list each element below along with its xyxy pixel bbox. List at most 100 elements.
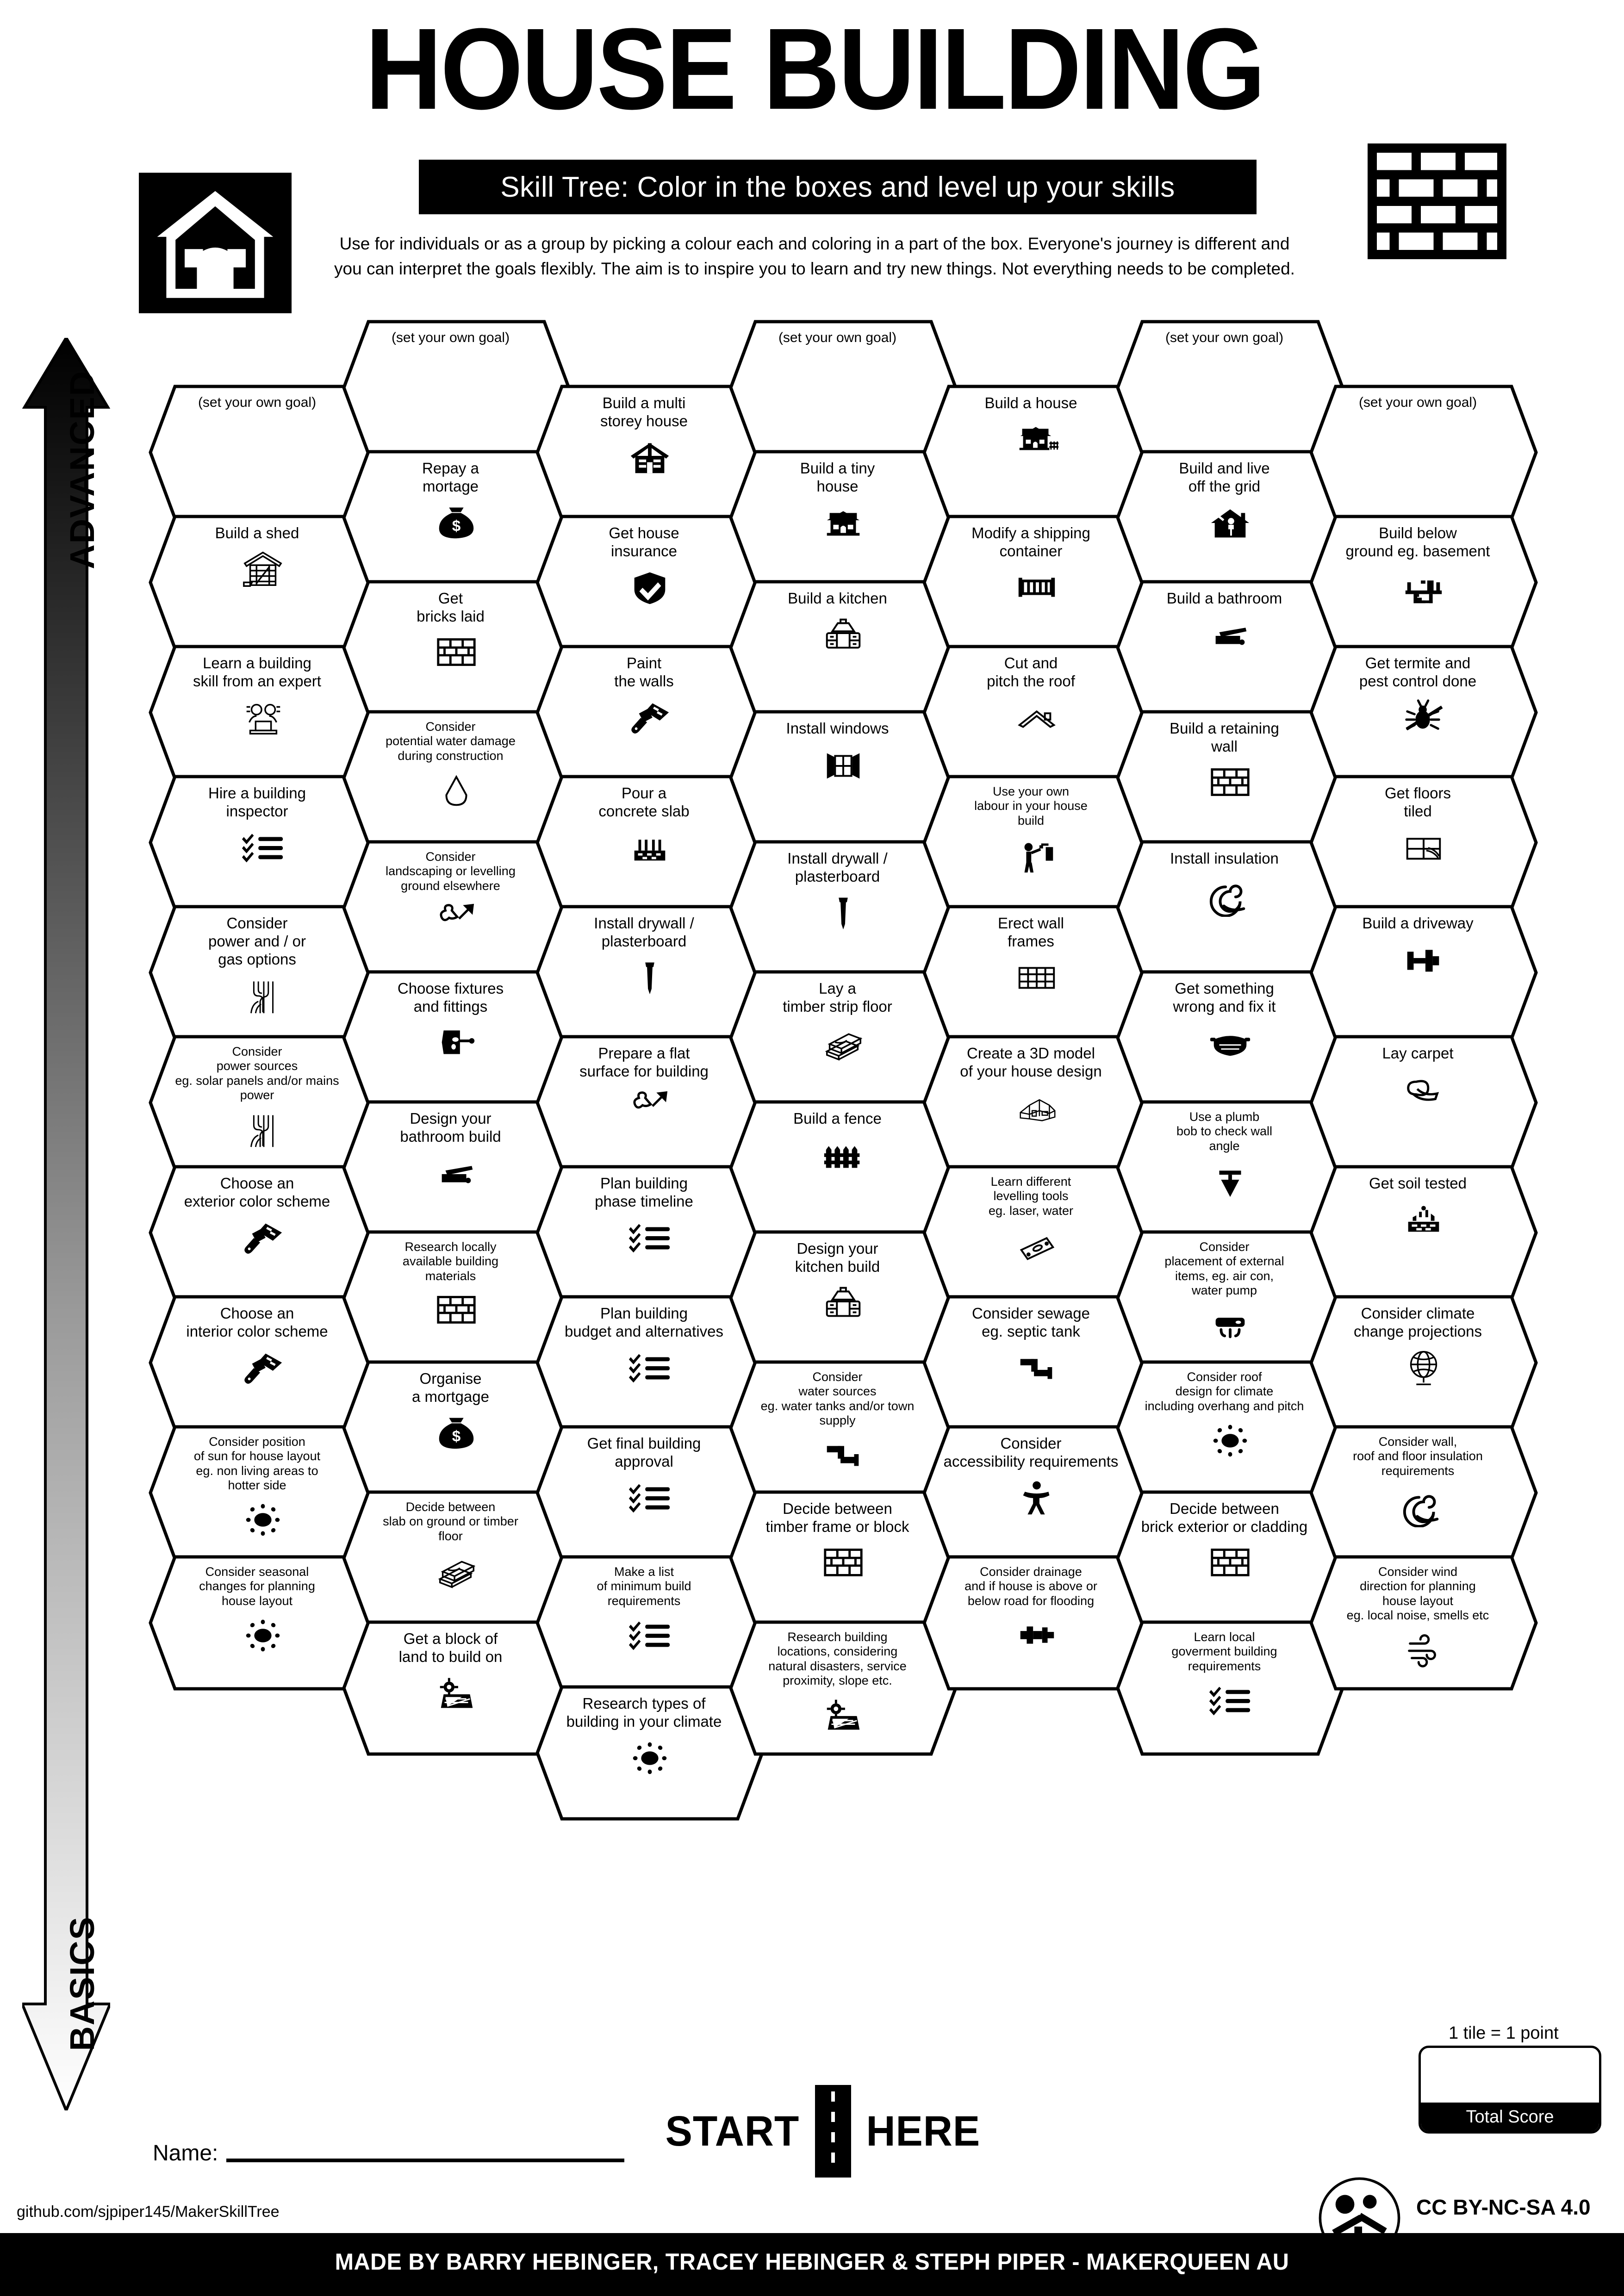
footer-bar — [0, 2233, 1624, 2296]
skill-hex-c5-r0[interactable]: (set your own goal) — [1115, 319, 1345, 456]
kitchen-icon — [818, 611, 868, 657]
checklist-icon — [625, 1612, 675, 1657]
skill-hex-c0-r7[interactable]: Choose an interior color scheme — [148, 1294, 378, 1431]
skill-hex-c5-r7[interactable]: Consider placement of external items, eg. … — [1115, 1230, 1345, 1366]
skill-label: Consider climate change projections — [1353, 1305, 1482, 1340]
skill-label: Install insulation — [1170, 850, 1279, 867]
skill-hex-c5-r4[interactable]: Install insulation — [1115, 840, 1345, 976]
skill-hex-c3-r0[interactable]: (set your own goal) — [728, 319, 958, 456]
skill-label: (set your own goal) — [778, 330, 897, 345]
skill-hex-c6-r2[interactable]: Get termite and pest control done — [1309, 644, 1538, 781]
skill-hex-c6-r1[interactable]: Build below ground eg. basement — [1309, 514, 1538, 651]
skill-hex-c6-r5[interactable]: Lay carpet — [1309, 1034, 1538, 1171]
tap-icon — [1205, 611, 1255, 657]
hex-outline — [1309, 1555, 1538, 1691]
shield-check-icon — [625, 564, 675, 610]
skill-label: Get termite and pest control done — [1359, 654, 1477, 690]
skill-hex-c1-r2[interactable]: Get bricks laid — [342, 579, 571, 716]
skill-hex-c2-r7[interactable]: Plan building budget and alternatives — [535, 1294, 765, 1431]
skill-label: Build and live off the grid — [1179, 460, 1270, 495]
skill-hex-c5-r2[interactable]: Build a bathroom — [1115, 579, 1345, 716]
total-score-label: Total Score — [1466, 2107, 1554, 2127]
skill-label: Erect wall frames — [997, 915, 1064, 950]
skill-label: Cut and pitch the roof — [987, 654, 1075, 690]
skill-hex-c0-r5[interactable]: Consider power sources eg. solar panels an… — [148, 1034, 378, 1171]
skill-label: Install windows — [786, 720, 889, 737]
skill-hex-c6-r7[interactable]: Consider climate change projections — [1309, 1294, 1538, 1431]
skill-hex-c5-r5[interactable]: Get something wrong and fix it — [1115, 970, 1345, 1106]
skill-label: Build a retaining wall — [1170, 720, 1279, 755]
brick-wall-icon — [818, 1540, 868, 1585]
skill-label: (set your own goal) — [1358, 395, 1477, 410]
skill-label: Build a multi storey house — [600, 394, 688, 429]
wires-icon — [238, 972, 288, 1018]
wind-icon — [1399, 1626, 1449, 1672]
skill-label: Install drywall / plasterboard — [594, 915, 694, 950]
skill-label: Learn a building skill from an expert — [193, 654, 321, 690]
checklist-icon — [1205, 1677, 1255, 1723]
paint-brush-icon — [238, 1214, 288, 1260]
house-3d-icon — [1012, 1084, 1062, 1130]
skill-hex-c3-r5[interactable]: Lay a timber strip floor — [728, 970, 958, 1106]
tiny-house-icon — [818, 499, 868, 545]
skill-hex-c3-r10[interactable]: Research building locations, considering n… — [728, 1620, 958, 1756]
skill-hex-c6-r9[interactable]: Consider wind direction for planning house… — [1309, 1555, 1538, 1691]
skill-hex-c6-r6[interactable]: Get soil tested — [1309, 1164, 1538, 1301]
skill-hex-c3-r8[interactable]: Consider water sources eg. water tanks and… — [728, 1360, 958, 1496]
paint-brush-icon — [238, 1344, 288, 1390]
skill-hex-c3-r7[interactable]: Design your kitchen build — [728, 1230, 958, 1366]
skill-hex-c0-r4[interactable]: Consider power and / or gas options — [148, 904, 378, 1041]
skill-hex-c3-r1[interactable]: Build a tiny house — [728, 449, 958, 586]
skill-hex-c2-r9[interactable]: Make a list of minimum build requirements — [535, 1555, 765, 1691]
skill-label: Build a kitchen — [788, 590, 887, 607]
skill-hex-c5-r10[interactable]: Learn local goverment building requirement… — [1115, 1620, 1345, 1756]
insulation-roll-icon — [1205, 871, 1255, 917]
footer-credit-text: MADE BY BARRY HEBINGER, TRACEY HEBINGER … — [335, 2249, 1289, 2275]
skill-label: Research types of building in your climat… — [566, 1695, 722, 1730]
skill-hex-c5-r9[interactable]: Decide between brick exterior or cladding — [1115, 1490, 1345, 1626]
subtitle-text: Skill Tree: Color in the boxes and level… — [500, 171, 1175, 203]
skill-hex-c1-r8[interactable]: Organise a mortgage $ — [342, 1360, 571, 1496]
kitchen-icon — [818, 1280, 868, 1325]
total-score-box[interactable]: Total Score — [1419, 2046, 1601, 2134]
drainage-icon — [1012, 1612, 1062, 1657]
skill-hex-c4-r9[interactable]: Consider drainage and if house is above o… — [922, 1555, 1151, 1691]
skill-hex-c6-r4[interactable]: Build a driveway — [1309, 904, 1538, 1041]
brick-wall-icon — [431, 1287, 481, 1332]
skill-label: Consider water sources eg. water tanks and… — [760, 1370, 915, 1427]
skill-label: Consider wall, roof and floor insulation r… — [1353, 1435, 1483, 1478]
skill-hex-c1-r10[interactable]: Get a block of land to build on — [342, 1620, 571, 1756]
skill-hex-c6-r0[interactable]: (set your own goal) — [1309, 384, 1538, 521]
skill-label: Consider drainage and if house is above o… — [964, 1565, 1097, 1608]
sun-icon — [238, 1612, 288, 1657]
skill-hex-c6-r3[interactable]: Get floors tiled — [1309, 774, 1538, 911]
land-plot-icon — [431, 1670, 481, 1715]
here-word: HERE — [866, 2107, 980, 2155]
skill-hex-c0-r3[interactable]: Hire a building inspector — [148, 774, 378, 911]
skill-hex-c2-r5[interactable]: Prepare a flat surface for building — [535, 1034, 765, 1171]
skill-hex-c0-r8[interactable]: Consider position of sun for house layout… — [148, 1425, 378, 1561]
skill-hex-c4-r7[interactable]: Consider sewage eg. septic tank — [922, 1294, 1151, 1431]
skill-hex-c0-r6[interactable]: Choose an exterior color scheme — [148, 1164, 378, 1301]
skill-hex-c2-r8[interactable]: Get final building approval — [535, 1425, 765, 1561]
name-input-rule[interactable] — [226, 2159, 625, 2162]
skill-hex-c4-r2[interactable]: Cut and pitch the roof — [922, 644, 1151, 781]
brick-wall-icon — [1205, 759, 1255, 805]
skill-label: Plan building budget and alternatives — [564, 1305, 724, 1340]
skill-hex-c1-r5[interactable]: Choose fixtures and fittings — [342, 970, 571, 1106]
skill-hex-c0-r9[interactable]: Consider seasonal changes for planning hou… — [148, 1555, 378, 1691]
roof-icon — [1012, 694, 1062, 740]
name-field-row[interactable]: Name: — [153, 2140, 625, 2166]
skill-label: Build a house — [984, 394, 1077, 411]
skill-hex-c5-r1[interactable]: Build and live off the grid — [1115, 449, 1345, 586]
skill-label: Choose fixtures and fittings — [397, 980, 504, 1015]
skill-hex-c6-r8[interactable]: Consider wall, roof and floor insulation r… — [1309, 1425, 1538, 1561]
skill-label: Get floors tiled — [1384, 784, 1451, 820]
skill-hex-c2-r0[interactable]: Build a multi storey house — [535, 384, 765, 521]
skill-label: Get soil tested — [1369, 1175, 1467, 1192]
svg-text:$: $ — [452, 517, 461, 535]
skill-label: (set your own goal) — [1165, 330, 1284, 345]
skill-label: Get a block of land to build on — [398, 1630, 503, 1665]
worker-icon — [1012, 832, 1062, 877]
skill-hex-c5-r6[interactable]: Use a plumb bob to check wall angle — [1115, 1100, 1345, 1236]
